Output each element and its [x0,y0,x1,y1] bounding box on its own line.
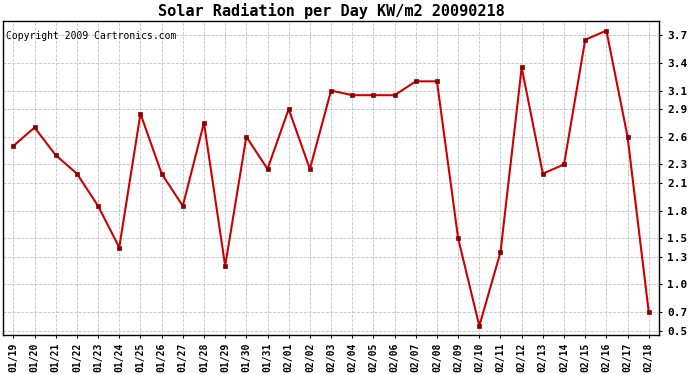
Title: Solar Radiation per Day KW/m2 20090218: Solar Radiation per Day KW/m2 20090218 [158,3,504,19]
Text: Copyright 2009 Cartronics.com: Copyright 2009 Cartronics.com [6,31,177,41]
